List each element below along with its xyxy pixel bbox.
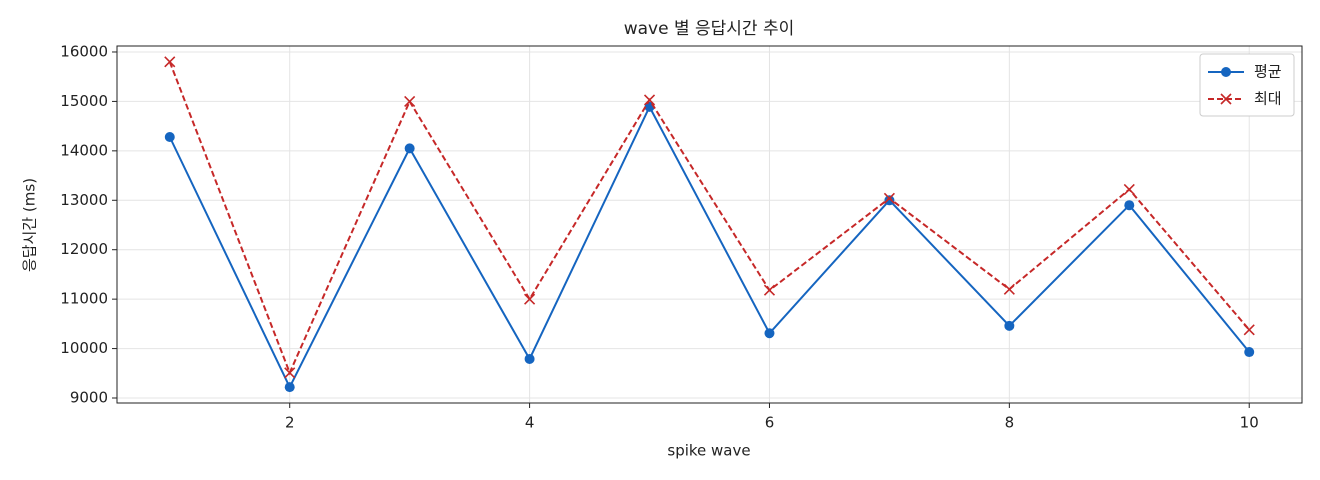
data-point xyxy=(164,132,175,143)
y-tick-label: 10000 xyxy=(60,339,108,357)
y-tick-label: 16000 xyxy=(60,42,108,60)
x-tick-label: 6 xyxy=(765,414,775,432)
legend-label: 최대 xyxy=(1254,90,1282,108)
legend-marker xyxy=(1221,67,1231,77)
data-point xyxy=(643,94,656,106)
y-axis-label: 응답시간 (ms) xyxy=(21,178,39,272)
data-point xyxy=(1243,324,1255,336)
data-point xyxy=(1003,283,1015,295)
y-tick-label: 11000 xyxy=(60,290,108,308)
data-point xyxy=(284,382,295,393)
x-tick-label: 10 xyxy=(1240,414,1259,432)
data-point xyxy=(404,95,416,107)
data-point xyxy=(284,367,296,379)
data-point xyxy=(1124,200,1135,211)
data-point xyxy=(524,293,536,305)
y-tick-label: 12000 xyxy=(60,240,108,258)
series-line xyxy=(168,104,1251,390)
data-point xyxy=(763,284,776,296)
data-point xyxy=(404,143,415,154)
legend-marker xyxy=(1220,93,1232,105)
data-point xyxy=(1004,320,1015,331)
chart-title: wave 별 응답시간 추이 xyxy=(624,19,795,39)
x-tick-label: 4 xyxy=(525,414,535,432)
x-tick-label: 8 xyxy=(1005,414,1015,432)
data-point xyxy=(884,195,895,206)
y-tick-label: 15000 xyxy=(60,92,108,110)
data-point xyxy=(883,192,895,204)
data-point xyxy=(164,56,176,68)
data-point xyxy=(524,353,535,364)
x-tick-label: 2 xyxy=(285,414,295,432)
y-tick-label: 9000 xyxy=(70,389,108,407)
series-line xyxy=(168,61,1250,376)
legend-label: 평균 xyxy=(1254,63,1282,81)
data-point xyxy=(1244,347,1255,358)
y-tick-label: 13000 xyxy=(60,191,108,209)
data-point xyxy=(764,328,775,339)
x-axis-label: spike wave xyxy=(667,442,750,460)
y-tick-label: 14000 xyxy=(60,141,108,159)
plot-frame xyxy=(116,45,1303,404)
data-point xyxy=(1123,183,1135,195)
